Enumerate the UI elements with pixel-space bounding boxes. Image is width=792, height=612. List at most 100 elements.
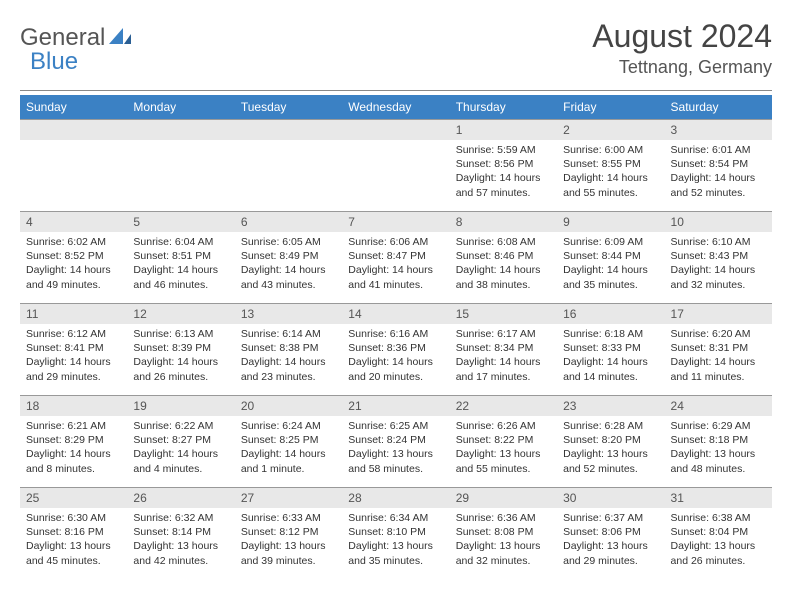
sunset-text: Sunset: 8:33 PM [563, 341, 658, 355]
day-data: Sunrise: 5:59 AMSunset: 8:56 PMDaylight:… [450, 140, 557, 203]
calendar-cell: 20Sunrise: 6:24 AMSunset: 8:25 PMDayligh… [235, 396, 342, 488]
sunrise-text: Sunrise: 6:24 AM [241, 419, 336, 433]
day-number [20, 120, 127, 140]
daylight-text: Daylight: 14 hours and 46 minutes. [133, 263, 228, 291]
day-number: 6 [235, 212, 342, 232]
calendar-cell: 22Sunrise: 6:26 AMSunset: 8:22 PMDayligh… [450, 396, 557, 488]
day-number: 26 [127, 488, 234, 508]
weekday-header: Saturday [665, 95, 772, 120]
calendar-cell: 8Sunrise: 6:08 AMSunset: 8:46 PMDaylight… [450, 212, 557, 304]
calendar-cell: 13Sunrise: 6:14 AMSunset: 8:38 PMDayligh… [235, 304, 342, 396]
location: Tettnang, Germany [592, 57, 772, 78]
sunrise-text: Sunrise: 6:01 AM [671, 143, 766, 157]
sunrise-text: Sunrise: 6:05 AM [241, 235, 336, 249]
weekday-header: Friday [557, 95, 664, 120]
daylight-text: Daylight: 14 hours and 38 minutes. [456, 263, 551, 291]
calendar-cell: 4Sunrise: 6:02 AMSunset: 8:52 PMDaylight… [20, 212, 127, 304]
sunrise-text: Sunrise: 6:10 AM [671, 235, 766, 249]
calendar-head: SundayMondayTuesdayWednesdayThursdayFrid… [20, 95, 772, 120]
calendar-cell: 24Sunrise: 6:29 AMSunset: 8:18 PMDayligh… [665, 396, 772, 488]
day-data: Sunrise: 6:10 AMSunset: 8:43 PMDaylight:… [665, 232, 772, 295]
sunset-text: Sunset: 8:24 PM [348, 433, 443, 447]
sunrise-text: Sunrise: 6:34 AM [348, 511, 443, 525]
sunset-text: Sunset: 8:34 PM [456, 341, 551, 355]
day-number [342, 120, 449, 140]
day-data: Sunrise: 6:28 AMSunset: 8:20 PMDaylight:… [557, 416, 664, 479]
calendar-row: 11Sunrise: 6:12 AMSunset: 8:41 PMDayligh… [20, 304, 772, 396]
day-data: Sunrise: 6:30 AMSunset: 8:16 PMDaylight:… [20, 508, 127, 571]
logo-text-blue: Blue [30, 48, 78, 75]
daylight-text: Daylight: 14 hours and 52 minutes. [671, 171, 766, 199]
day-data: Sunrise: 6:17 AMSunset: 8:34 PMDaylight:… [450, 324, 557, 387]
daylight-text: Daylight: 14 hours and 1 minute. [241, 447, 336, 475]
calendar-cell: 3Sunrise: 6:01 AMSunset: 8:54 PMDaylight… [665, 120, 772, 212]
sunrise-text: Sunrise: 6:18 AM [563, 327, 658, 341]
daylight-text: Daylight: 14 hours and 20 minutes. [348, 355, 443, 383]
daylight-text: Daylight: 13 hours and 48 minutes. [671, 447, 766, 475]
calendar-cell [20, 120, 127, 212]
sunset-text: Sunset: 8:20 PM [563, 433, 658, 447]
sunrise-text: Sunrise: 6:26 AM [456, 419, 551, 433]
day-number: 10 [665, 212, 772, 232]
daylight-text: Daylight: 14 hours and 32 minutes. [671, 263, 766, 291]
sunset-text: Sunset: 8:14 PM [133, 525, 228, 539]
day-number: 24 [665, 396, 772, 416]
daylight-text: Daylight: 14 hours and 29 minutes. [26, 355, 121, 383]
weekday-header: Thursday [450, 95, 557, 120]
calendar-cell: 25Sunrise: 6:30 AMSunset: 8:16 PMDayligh… [20, 488, 127, 580]
daylight-text: Daylight: 13 hours and 35 minutes. [348, 539, 443, 567]
day-data: Sunrise: 6:12 AMSunset: 8:41 PMDaylight:… [20, 324, 127, 387]
calendar-cell [342, 120, 449, 212]
day-number: 9 [557, 212, 664, 232]
sunset-text: Sunset: 8:43 PM [671, 249, 766, 263]
sunset-text: Sunset: 8:39 PM [133, 341, 228, 355]
sunrise-text: Sunrise: 6:25 AM [348, 419, 443, 433]
calendar-cell: 5Sunrise: 6:04 AMSunset: 8:51 PMDaylight… [127, 212, 234, 304]
sunset-text: Sunset: 8:16 PM [26, 525, 121, 539]
day-number: 23 [557, 396, 664, 416]
day-data: Sunrise: 6:04 AMSunset: 8:51 PMDaylight:… [127, 232, 234, 295]
sunrise-text: Sunrise: 6:04 AM [133, 235, 228, 249]
logo-sail-icon [109, 26, 131, 51]
daylight-text: Daylight: 13 hours and 52 minutes. [563, 447, 658, 475]
sunrise-text: Sunrise: 6:28 AM [563, 419, 658, 433]
sunrise-text: Sunrise: 6:37 AM [563, 511, 658, 525]
sunset-text: Sunset: 8:08 PM [456, 525, 551, 539]
calendar-cell: 9Sunrise: 6:09 AMSunset: 8:44 PMDaylight… [557, 212, 664, 304]
day-number: 4 [20, 212, 127, 232]
sunrise-text: Sunrise: 6:22 AM [133, 419, 228, 433]
day-number: 29 [450, 488, 557, 508]
calendar-cell: 6Sunrise: 6:05 AMSunset: 8:49 PMDaylight… [235, 212, 342, 304]
daylight-text: Daylight: 14 hours and 49 minutes. [26, 263, 121, 291]
sunset-text: Sunset: 8:51 PM [133, 249, 228, 263]
day-number: 14 [342, 304, 449, 324]
day-data: Sunrise: 6:29 AMSunset: 8:18 PMDaylight:… [665, 416, 772, 479]
sunrise-text: Sunrise: 6:06 AM [348, 235, 443, 249]
sunset-text: Sunset: 8:46 PM [456, 249, 551, 263]
day-data: Sunrise: 6:20 AMSunset: 8:31 PMDaylight:… [665, 324, 772, 387]
calendar-cell: 2Sunrise: 6:00 AMSunset: 8:55 PMDaylight… [557, 120, 664, 212]
calendar-table: SundayMondayTuesdayWednesdayThursdayFrid… [20, 95, 772, 580]
daylight-text: Daylight: 14 hours and 14 minutes. [563, 355, 658, 383]
daylight-text: Daylight: 14 hours and 11 minutes. [671, 355, 766, 383]
sunrise-text: Sunrise: 6:14 AM [241, 327, 336, 341]
day-number: 7 [342, 212, 449, 232]
sunset-text: Sunset: 8:27 PM [133, 433, 228, 447]
daylight-text: Daylight: 14 hours and 57 minutes. [456, 171, 551, 199]
day-number: 12 [127, 304, 234, 324]
calendar-row: 1Sunrise: 5:59 AMSunset: 8:56 PMDaylight… [20, 120, 772, 212]
day-data: Sunrise: 6:36 AMSunset: 8:08 PMDaylight:… [450, 508, 557, 571]
day-number [235, 120, 342, 140]
sunset-text: Sunset: 8:31 PM [671, 341, 766, 355]
sunset-text: Sunset: 8:54 PM [671, 157, 766, 171]
calendar-cell: 27Sunrise: 6:33 AMSunset: 8:12 PMDayligh… [235, 488, 342, 580]
day-number: 19 [127, 396, 234, 416]
day-number: 2 [557, 120, 664, 140]
calendar-cell: 17Sunrise: 6:20 AMSunset: 8:31 PMDayligh… [665, 304, 772, 396]
day-data: Sunrise: 6:26 AMSunset: 8:22 PMDaylight:… [450, 416, 557, 479]
title-block: August 2024 Tettnang, Germany [592, 18, 772, 78]
sunrise-text: Sunrise: 6:33 AM [241, 511, 336, 525]
calendar-cell: 29Sunrise: 6:36 AMSunset: 8:08 PMDayligh… [450, 488, 557, 580]
sunset-text: Sunset: 8:06 PM [563, 525, 658, 539]
day-number [127, 120, 234, 140]
